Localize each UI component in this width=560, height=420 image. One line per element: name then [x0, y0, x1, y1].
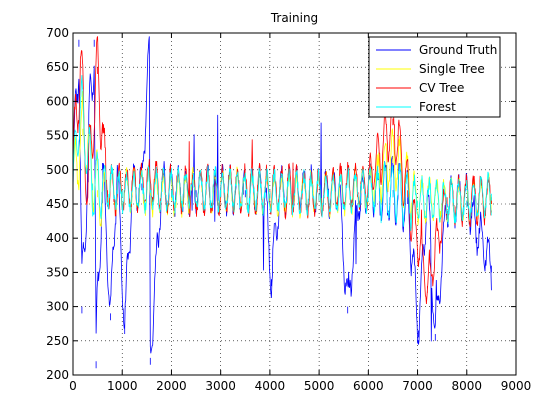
x-tick-label: 2000 [156, 379, 187, 393]
legend-label: Single Tree [419, 62, 485, 76]
y-tick-label: 700 [46, 26, 69, 40]
chart-title: Training [270, 11, 318, 25]
legend-label: CV Tree [419, 81, 464, 95]
y-tick-label: 350 [46, 265, 69, 279]
y-tick-label: 250 [46, 334, 69, 348]
axes [72, 32, 517, 376]
x-tick-label: 3000 [205, 379, 236, 393]
x-tick-label: 8000 [452, 379, 483, 393]
y-tick-label: 300 [46, 300, 69, 314]
legend: Ground Truth Single Tree CV Tree Forest [368, 36, 501, 118]
x-tick-label: 1000 [107, 379, 138, 393]
y-tick-label: 450 [46, 197, 69, 211]
y-tick-label: 550 [46, 129, 69, 143]
x-tick-label: 7000 [402, 379, 433, 393]
x-tick-label: 4000 [255, 379, 286, 393]
y-tick-label: 200 [46, 368, 69, 382]
legend-label: Forest [419, 100, 456, 114]
grid-lines [73, 33, 516, 375]
x-tick-label: 5000 [304, 379, 335, 393]
y-tick-label: 650 [46, 60, 69, 74]
legend-label: Ground Truth [419, 43, 497, 57]
x-tick-label: 6000 [353, 379, 384, 393]
y-tick-label: 500 [46, 163, 69, 177]
x-tick-label: 9000 [501, 379, 532, 393]
y-tick-label: 600 [46, 94, 69, 108]
series-layer [72, 36, 492, 369]
tick-labels: 0 1000 2000 3000 4000 5000 6000 7000 8000 9000 200… [46, 26, 531, 393]
y-tick-label: 400 [46, 231, 69, 245]
x-tick-label: 0 [69, 379, 77, 393]
